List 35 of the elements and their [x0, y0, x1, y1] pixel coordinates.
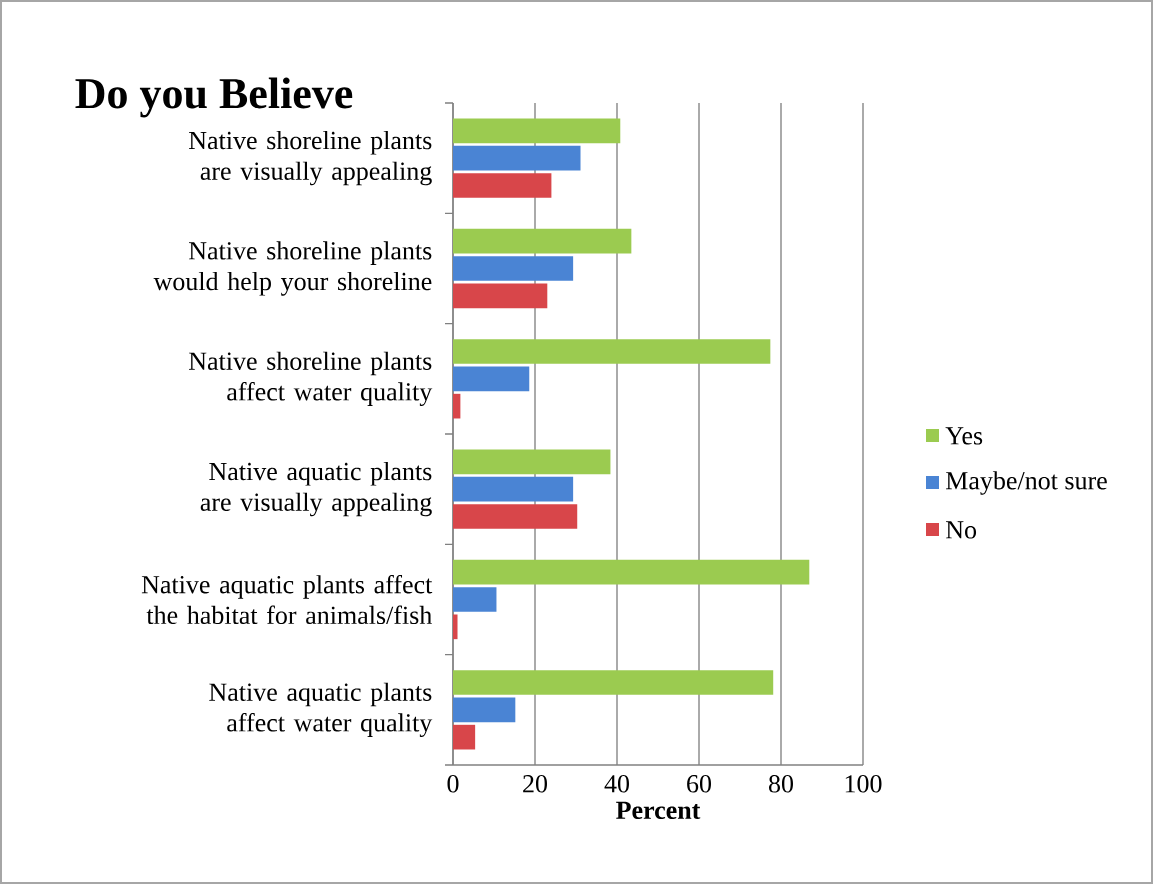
bar [453, 449, 611, 475]
legend-label: Yes [945, 427, 983, 445]
bar [453, 283, 548, 309]
y-tick-label: Native aquatic plants are visually appealing [200, 462, 432, 517]
bar [453, 559, 810, 585]
bar [453, 476, 574, 502]
bar [453, 697, 516, 723]
chart-title: Do you Believe [75, 77, 353, 118]
bar [453, 504, 578, 529]
legend-label: No [946, 521, 977, 539]
x-tick-label: 0 [447, 775, 459, 793]
bar [453, 724, 476, 750]
bar [453, 670, 774, 695]
bar [453, 118, 621, 144]
y-tick-label: Native aquatic plants affect water quality [209, 682, 433, 737]
bar [453, 393, 461, 419]
y-tick-label: Native shoreline plants would help your shoreline [153, 241, 432, 296]
bar [453, 145, 581, 171]
x-tick-label: 100 [845, 775, 882, 793]
bar [453, 366, 530, 392]
legend-label: Maybe/not sure [946, 471, 1107, 495]
bar [453, 339, 771, 364]
bar [453, 173, 552, 198]
x-tick-label: 60 [687, 775, 711, 793]
x-tick-label: 80 [768, 775, 793, 793]
y-tick-label: Native shoreline plants affect water quality [189, 351, 433, 406]
bar [453, 587, 497, 612]
y-tick-label: Native shoreline plants are visually appealing [189, 131, 432, 186]
x-axis-title: Percent [616, 801, 701, 819]
bar [453, 228, 632, 254]
x-tick-label: 40 [604, 775, 629, 793]
bar [453, 256, 574, 281]
bar [453, 614, 458, 640]
y-tick-label: Native aquatic plants affect the habitat for animals/fish [141, 574, 433, 625]
x-tick-label: 20 [523, 775, 547, 793]
